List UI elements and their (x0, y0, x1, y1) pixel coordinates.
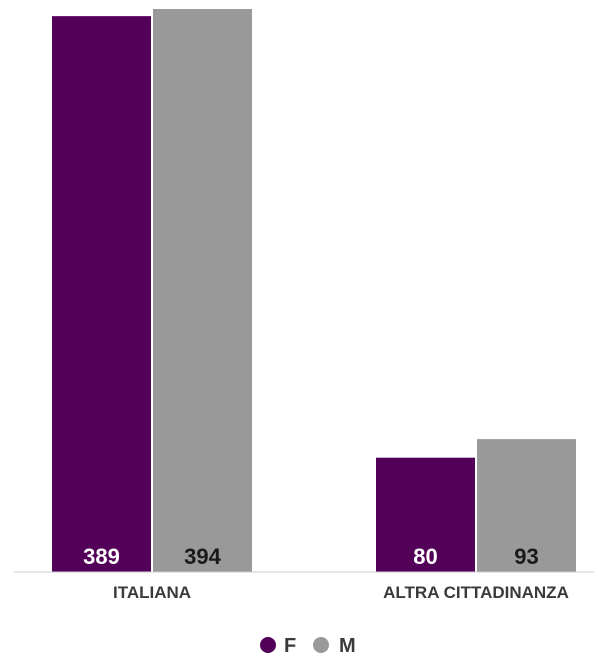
value-labels-group: 389 394 80 93 (83, 544, 539, 569)
legend-marker-f (260, 637, 276, 653)
bar-italiana-m (153, 9, 252, 572)
category-labels-group: ITALIANA ALTRA CITTADINANZA (113, 583, 569, 602)
legend-label-f: F (284, 635, 296, 657)
value-label-altra-cittadinanza-m: 93 (514, 544, 538, 569)
category-label-altra-cittadinanza: ALTRA CITTADINANZA (383, 583, 569, 602)
value-label-italiana-m: 394 (184, 544, 221, 569)
bar-italiana-f (52, 16, 151, 573)
category-label-italiana: ITALIANA (113, 583, 191, 602)
legend-marker-m (313, 637, 329, 653)
value-label-altra-cittadinanza-f: 80 (413, 544, 437, 569)
bar-altra-cittadinanza-f (376, 457, 475, 572)
bars-group (52, 9, 576, 573)
bar-altra-cittadinanza-m (477, 439, 576, 572)
legend-label-m: M (339, 635, 356, 657)
value-label-italiana-f: 389 (83, 544, 120, 569)
